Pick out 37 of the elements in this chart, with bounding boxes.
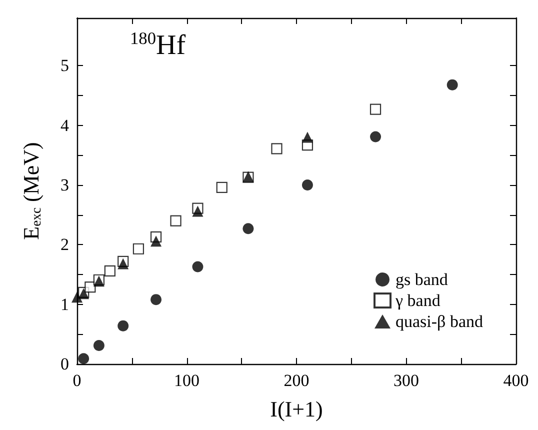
legend-label: gs band — [396, 270, 448, 289]
point — [192, 206, 204, 217]
legend-label: γ band — [394, 291, 441, 310]
point — [370, 131, 382, 142]
x-tick-label: 0 — [72, 371, 82, 390]
point — [84, 281, 96, 293]
legend-label: quasi-β band — [396, 312, 484, 331]
x-tick-label: 400 — [503, 371, 529, 390]
point — [242, 223, 254, 234]
y-tick-label: 5 — [60, 56, 69, 76]
y-axis-title: Eexc (MeV) — [18, 142, 44, 240]
y-tick-label: 4 — [60, 116, 70, 135]
y-tick-label: 3 — [60, 176, 69, 195]
point — [118, 258, 129, 270]
point — [370, 104, 382, 115]
point — [78, 353, 90, 364]
point — [302, 180, 313, 191]
y-tick-label: 0 — [60, 354, 69, 374]
point — [150, 236, 162, 247]
x-tick-label: 100 — [174, 371, 200, 390]
point — [302, 132, 313, 143]
x-tick-label: 200 — [284, 371, 310, 390]
point — [271, 143, 282, 154]
point — [446, 79, 458, 90]
point — [104, 265, 116, 276]
point — [192, 261, 204, 272]
point — [216, 182, 228, 193]
point — [170, 215, 182, 226]
y-tick-label: 2 — [60, 235, 69, 254]
point — [118, 320, 129, 332]
x-tick-label: 300 — [394, 371, 419, 390]
x-axis-title: I(I+1) — [270, 396, 323, 422]
point — [132, 243, 144, 254]
point — [150, 294, 162, 306]
point — [93, 340, 104, 352]
point — [72, 292, 82, 303]
y-tick-label: 1 — [60, 294, 69, 314]
